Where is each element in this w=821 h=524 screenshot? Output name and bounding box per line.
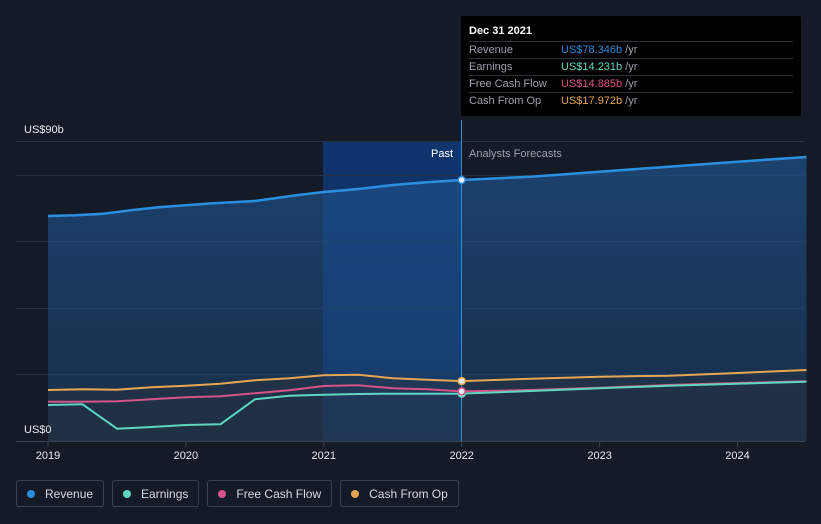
x-tick-label: 2023: [587, 450, 611, 462]
fcf-marker: [457, 387, 466, 396]
legend-item-revenue[interactable]: Revenue: [16, 480, 105, 507]
tooltip: Dec 31 2021 Revenue US$78.346b/yr Earnings…: [461, 16, 801, 116]
x-tick-label: 2020: [174, 450, 198, 462]
x-tick-label: 2021: [312, 450, 336, 462]
legend-dot-icon: [218, 489, 227, 498]
legend-dot-icon: [27, 489, 35, 498]
past-label: Past: [431, 148, 453, 160]
legend-label: Cash From Op: [369, 486, 448, 501]
x-tick-label: 2024: [725, 450, 749, 462]
tooltip-unit: /yr: [625, 61, 638, 73]
tooltip-row: Cash From Op US$17.972b/yr: [469, 92, 793, 109]
legend-label: Earnings: [141, 486, 189, 501]
legend-label: Revenue: [45, 486, 94, 501]
tooltip-row: Free Cash Flow US$14.885b/yr: [469, 75, 793, 92]
tooltip-label: Cash From Op: [469, 95, 542, 107]
forecast-label: Analysts Forecasts: [469, 148, 562, 160]
tooltip-unit: /yr: [625, 44, 638, 56]
legend-item-cash-from-op[interactable]: Cash From Op: [340, 480, 459, 507]
legend-dot-icon: [351, 489, 360, 498]
tooltip-value: US$17.972b: [561, 95, 623, 107]
earnings-line: [47, 380, 807, 430]
tooltip-unit: /yr: [625, 78, 638, 90]
y-axis-min-label: US$0: [24, 424, 52, 436]
tooltip-value: US$14.885b: [561, 78, 623, 90]
x-axis: 2019 2020 2021 2022 2023 2024: [36, 441, 750, 462]
tooltip-value: US$78.346b: [561, 44, 623, 56]
legend-item-free-cash-flow[interactable]: Free Cash Flow: [207, 480, 333, 507]
revenue-area: [48, 157, 807, 441]
revenue-line: [47, 155, 807, 218]
legend-label: Free Cash Flow: [236, 486, 322, 501]
legend-item-earnings[interactable]: Earnings: [112, 480, 200, 507]
revenue-marker: [457, 175, 466, 185]
tooltip-row: Earnings US$14.231b/yr: [469, 58, 793, 75]
x-tick-label: 2019: [36, 450, 60, 462]
y-axis-max-label: US$90b: [24, 124, 64, 136]
x-tick-label: 2022: [449, 450, 473, 462]
tooltip-unit: /yr: [625, 95, 638, 107]
tooltip-row: Revenue US$78.346b/yr: [469, 41, 793, 58]
tooltip-date: Dec 31 2021: [469, 25, 532, 37]
tooltip-value: US$14.231b: [561, 61, 623, 73]
cfo-marker: [457, 376, 466, 386]
tooltip-label: Revenue: [469, 44, 514, 56]
tooltip-label: Earnings: [469, 61, 513, 73]
cfo-line: [47, 369, 807, 391]
tooltip-label: Free Cash Flow: [469, 78, 547, 90]
legend-dot-icon: [123, 489, 132, 498]
hover-markers: [457, 175, 466, 398]
series-lines: [47, 155, 807, 430]
legend: Revenue Earnings Free Cash Flow Cash From O…: [16, 480, 459, 507]
